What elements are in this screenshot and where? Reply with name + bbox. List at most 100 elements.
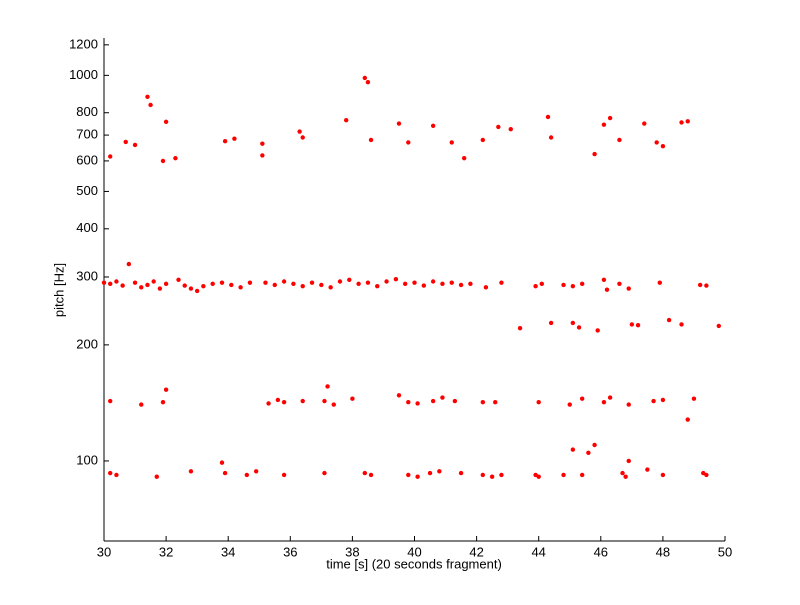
point bbox=[430, 123, 436, 128]
point bbox=[679, 120, 684, 125]
point bbox=[548, 320, 554, 326]
point bbox=[458, 282, 464, 288]
point bbox=[182, 283, 187, 288]
point bbox=[393, 277, 399, 282]
point bbox=[561, 472, 566, 478]
point bbox=[108, 398, 113, 404]
point bbox=[368, 137, 374, 143]
point bbox=[601, 277, 607, 282]
point bbox=[201, 283, 206, 289]
point bbox=[427, 470, 433, 476]
point bbox=[139, 402, 144, 407]
point bbox=[343, 118, 349, 123]
point bbox=[263, 280, 268, 285]
point bbox=[322, 470, 327, 476]
point bbox=[160, 158, 166, 164]
x-tick-label: 48 bbox=[656, 544, 670, 559]
point bbox=[319, 282, 324, 288]
point bbox=[452, 398, 458, 404]
point bbox=[132, 142, 138, 148]
point bbox=[592, 151, 597, 157]
point bbox=[716, 323, 721, 329]
point bbox=[188, 469, 194, 474]
point bbox=[604, 287, 610, 292]
point bbox=[617, 281, 622, 287]
x-tick-label: 44 bbox=[531, 544, 545, 559]
point bbox=[545, 114, 551, 120]
point bbox=[309, 280, 315, 285]
point bbox=[536, 474, 541, 479]
point bbox=[396, 121, 402, 126]
point bbox=[247, 280, 253, 285]
point bbox=[362, 470, 368, 476]
point bbox=[188, 286, 194, 291]
point bbox=[260, 153, 265, 158]
point bbox=[437, 469, 442, 474]
point bbox=[499, 280, 504, 285]
point bbox=[229, 282, 234, 288]
point bbox=[496, 124, 501, 130]
point bbox=[126, 261, 132, 267]
x-tick-label: 40 bbox=[407, 544, 421, 559]
point bbox=[586, 450, 591, 455]
point bbox=[654, 140, 659, 145]
point bbox=[108, 470, 113, 476]
point bbox=[415, 401, 420, 406]
point bbox=[449, 140, 454, 145]
point bbox=[219, 280, 225, 285]
point bbox=[449, 280, 454, 285]
point bbox=[517, 325, 523, 331]
point bbox=[365, 280, 371, 285]
point bbox=[300, 398, 305, 404]
point bbox=[291, 281, 296, 287]
point bbox=[145, 282, 150, 288]
point bbox=[607, 115, 613, 121]
point bbox=[685, 119, 690, 124]
point bbox=[579, 472, 585, 478]
point bbox=[114, 279, 119, 284]
y-tick-label: 200 bbox=[76, 336, 98, 351]
point bbox=[260, 141, 265, 146]
y-tick-label: 500 bbox=[76, 183, 98, 198]
point bbox=[440, 395, 445, 400]
y-tick-label: 400 bbox=[76, 220, 98, 235]
point bbox=[281, 472, 287, 478]
point bbox=[626, 286, 631, 291]
point bbox=[508, 127, 513, 132]
point bbox=[704, 472, 709, 478]
point bbox=[440, 281, 445, 287]
point bbox=[132, 280, 138, 285]
point bbox=[480, 137, 486, 143]
point bbox=[567, 402, 572, 407]
point bbox=[458, 470, 464, 476]
point bbox=[154, 474, 159, 479]
point bbox=[328, 285, 333, 290]
point bbox=[679, 322, 684, 327]
point bbox=[645, 467, 650, 472]
x-tick-label: 42 bbox=[469, 544, 483, 559]
point bbox=[384, 279, 389, 284]
point bbox=[406, 472, 411, 478]
point bbox=[108, 281, 113, 287]
x-tick-label: 30 bbox=[97, 544, 111, 559]
point bbox=[461, 155, 467, 161]
point bbox=[685, 417, 690, 422]
point bbox=[489, 474, 495, 479]
point bbox=[281, 400, 287, 405]
point bbox=[570, 283, 576, 289]
point bbox=[533, 283, 538, 289]
point bbox=[114, 472, 119, 478]
point bbox=[570, 447, 576, 452]
point bbox=[272, 282, 277, 288]
point bbox=[480, 472, 486, 478]
point bbox=[331, 402, 336, 407]
point bbox=[620, 470, 625, 476]
point bbox=[350, 396, 355, 401]
point bbox=[629, 322, 635, 327]
point bbox=[123, 139, 128, 145]
point bbox=[176, 277, 181, 282]
point bbox=[617, 137, 622, 143]
point bbox=[160, 400, 166, 405]
point bbox=[468, 281, 473, 287]
point bbox=[253, 469, 259, 474]
